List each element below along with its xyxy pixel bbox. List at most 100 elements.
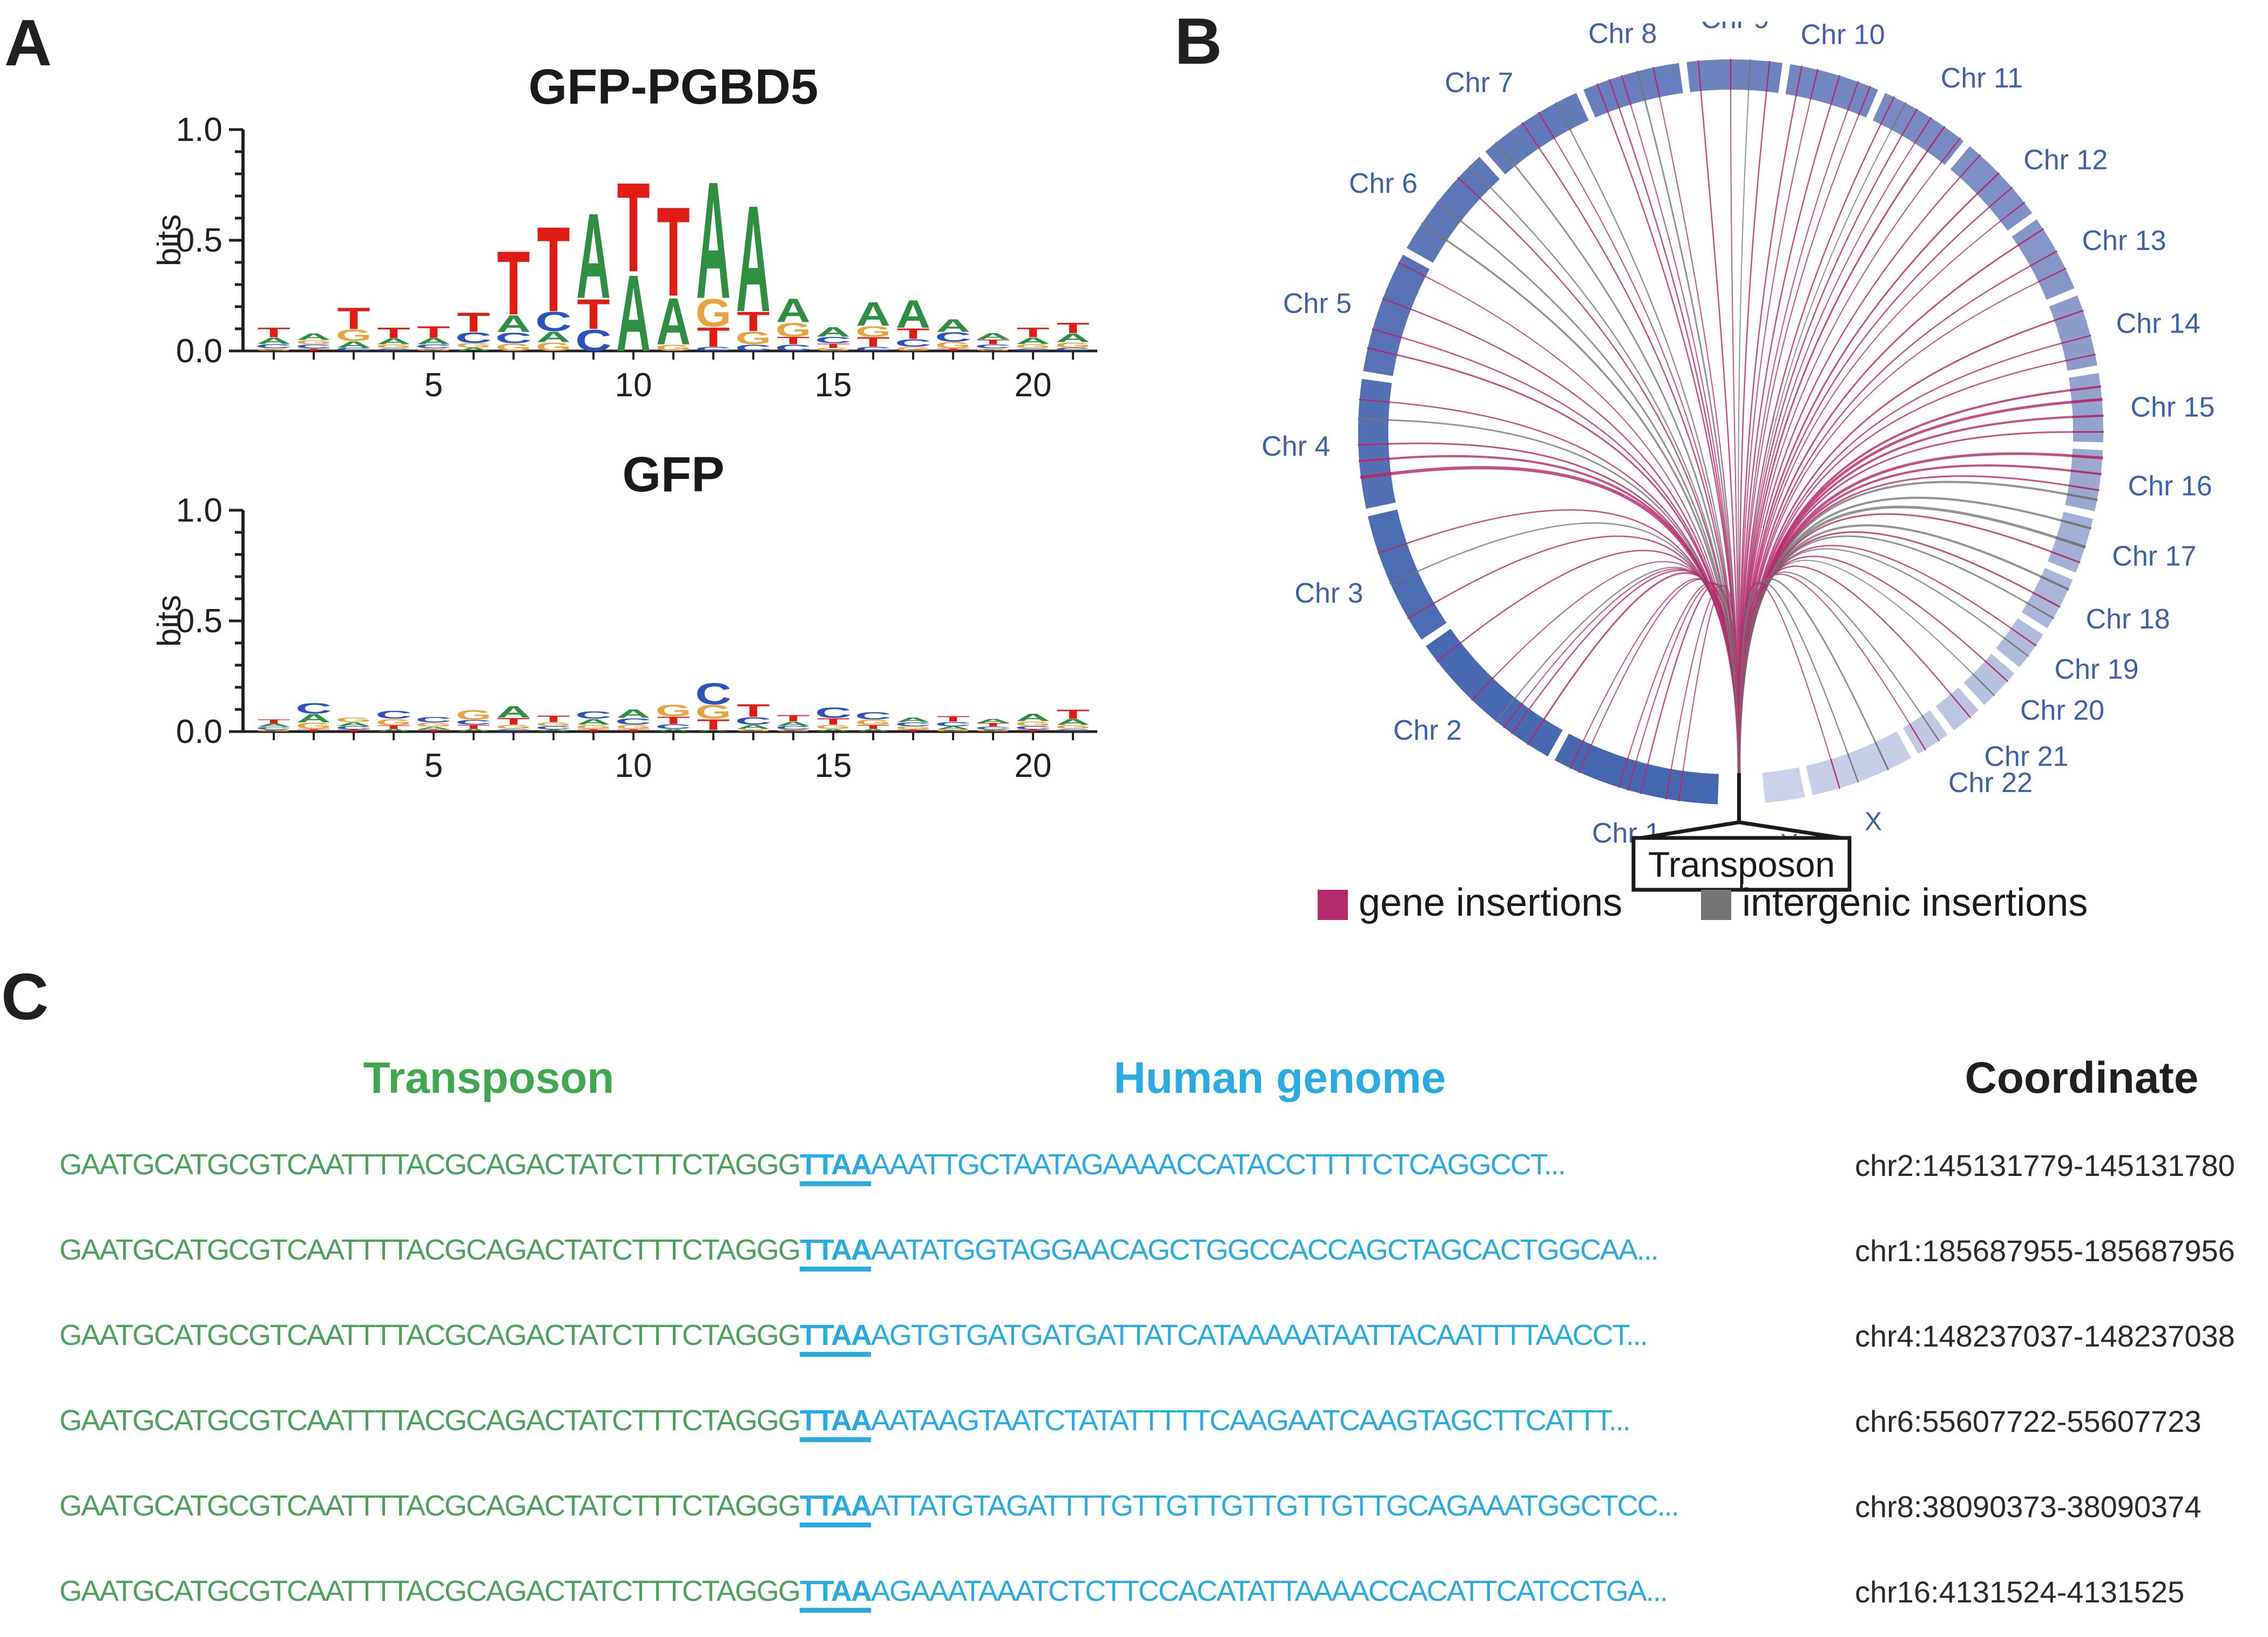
logo-title: GFP bbox=[622, 447, 724, 502]
logo-letter-T: T bbox=[457, 307, 490, 337]
y-tick-label: 1.0 bbox=[176, 111, 222, 148]
logo-letter-C: C bbox=[975, 726, 1011, 730]
logo-letter-G: G bbox=[456, 707, 491, 722]
chromosome-arc-chr12 bbox=[1950, 146, 2033, 231]
logo-letter-C: C bbox=[655, 723, 691, 730]
chromosome-label-chr16: Chr 16 bbox=[2128, 471, 2212, 502]
chromosome-arc-chr20 bbox=[1963, 653, 2015, 705]
transposon-sequence: GAATGCATGCGTCAATTTTACGCAGACTATCTTTCTAGGG bbox=[59, 1490, 801, 1522]
transposon-sequence: GAATGCATGCGTCAATTTTACGCAGACTATCTTTCTAGGG bbox=[59, 1234, 801, 1266]
insertion-tick bbox=[1830, 75, 1841, 106]
insertion-tick bbox=[1636, 70, 1646, 102]
insertion-tick bbox=[1926, 126, 1946, 153]
logo-letter-G: G bbox=[376, 717, 411, 727]
logo-letter-A: A bbox=[1056, 331, 1090, 344]
insertion-sequence: GAATGCATGCGTCAATTTTACGCAGACTATCTTTCTAGGG… bbox=[59, 1490, 1679, 1527]
insertion-tick bbox=[2054, 309, 2084, 322]
logo-letter-A: A bbox=[936, 725, 970, 730]
logo-letter-C: C bbox=[255, 726, 292, 730]
logo-letter-G: G bbox=[576, 723, 611, 730]
human-genome-sequence: AGTGTGATGATGATTATCATAAAAATAATTACAATTTTAA… bbox=[870, 1319, 1648, 1351]
insertion-tick bbox=[1921, 715, 1940, 742]
logo-letter-C: C bbox=[775, 725, 811, 730]
insertion-sequence: GAATGCATGCGTCAATTTTACGCAGACTATCTTTCTAGGG… bbox=[59, 1575, 1668, 1613]
logo-letter-T: T bbox=[537, 201, 570, 337]
logo-letter-T: T bbox=[856, 334, 889, 349]
insertion-tick bbox=[2017, 228, 2044, 247]
gene-insertions-swatch bbox=[1318, 890, 1348, 920]
insertion-tick bbox=[1468, 165, 1492, 189]
logo-letter-T: T bbox=[417, 322, 450, 341]
insertion-tick bbox=[1976, 172, 2000, 195]
insertion-tick bbox=[1360, 472, 1392, 479]
logo-letter-C: C bbox=[535, 725, 571, 730]
logo-letter-A: A bbox=[976, 718, 1010, 724]
logo-letter-T: T bbox=[377, 725, 410, 730]
logo-letter-G: G bbox=[536, 721, 571, 727]
logo-letter-T: T bbox=[697, 716, 730, 733]
chromosome-label-chr18: Chr 18 bbox=[2086, 604, 2170, 635]
logo-letter-C: C bbox=[415, 715, 451, 724]
chromosome-label-chr14: Chr 14 bbox=[2116, 308, 2200, 340]
logo-letter-A: A bbox=[696, 729, 731, 732]
insertion-tick bbox=[1372, 328, 1402, 339]
logo-letter-T: T bbox=[297, 728, 330, 733]
intergenic-insertion-ribbon bbox=[1569, 129, 1740, 773]
insertion-tick bbox=[1891, 102, 1907, 131]
transposon-sequence: GAATGCATGCGTCAATTTTACGCAGACTATCTTTCTAGGG bbox=[59, 1575, 801, 1607]
logo-letter-T: T bbox=[816, 342, 849, 349]
logo-letter-C: C bbox=[495, 329, 531, 346]
insertion-tick bbox=[1382, 297, 1412, 310]
logo-letter-A: A bbox=[1016, 712, 1050, 723]
logo-letter-G: G bbox=[696, 291, 731, 335]
insertion-tick bbox=[1627, 760, 1637, 791]
chromosome-arc-chr10 bbox=[1785, 64, 1878, 118]
logo-letter-A: A bbox=[1016, 336, 1050, 346]
insertion-tick bbox=[1389, 570, 1419, 585]
logo-letter-G: G bbox=[1055, 341, 1091, 349]
logo-letter-T: T bbox=[976, 339, 1009, 346]
genome-coordinate: chr6:55607722-55607723 bbox=[1855, 1404, 2202, 1438]
logo-title: GFP-PGBD5 bbox=[529, 59, 819, 114]
insertion-tick bbox=[2026, 602, 2055, 619]
logo-letter-C: C bbox=[575, 709, 611, 721]
logo-letter-G: G bbox=[336, 326, 372, 345]
gene-insertion-ribbon bbox=[1401, 336, 1740, 773]
insertion-tick bbox=[2050, 551, 2081, 564]
logo-letter-G: G bbox=[775, 319, 811, 341]
logo-letter-G: G bbox=[855, 718, 891, 727]
gene-insertion-ribbon bbox=[1396, 354, 1740, 773]
logo-letter-C: C bbox=[695, 346, 731, 353]
logo-letter-T: T bbox=[1016, 729, 1049, 732]
y-tick-label: 0.0 bbox=[176, 333, 222, 370]
logo-letter-A: A bbox=[416, 336, 451, 347]
genome-coordinate: chr2:145131779-145131780 bbox=[1855, 1148, 2235, 1182]
logo-letter-C: C bbox=[895, 721, 931, 727]
logo-letter-A: A bbox=[456, 728, 491, 733]
logo-letter-C: C bbox=[495, 728, 531, 733]
ttaa-target-site: TTAA bbox=[799, 1148, 872, 1186]
legend-label: intergenic insertions bbox=[1742, 881, 2088, 924]
chromosome-arc-chr22 bbox=[1902, 710, 1948, 754]
table-row: GAATGCATGCGTCAATTTTACGCAGACTATCTTTCTAGGG… bbox=[59, 1318, 2263, 1362]
logo-letter-G: G bbox=[536, 340, 571, 354]
gene-insertion-ribbon bbox=[1538, 147, 1740, 773]
logo-letter-A: A bbox=[896, 716, 930, 723]
column-header-transposon: Transposon bbox=[363, 1053, 615, 1102]
transposon-sequence: GAATGCATGCGTCAATTTTACGCAGACTATCTTTCTAGGG bbox=[59, 1148, 801, 1181]
logo-letter-A: A bbox=[856, 296, 890, 333]
chromosome-arc-chr1 bbox=[1554, 733, 1719, 804]
insertion-tick bbox=[1747, 59, 1751, 91]
x-tick-label: 10 bbox=[615, 747, 652, 784]
y-axis-title: bits bbox=[157, 595, 188, 647]
insertion-tick bbox=[2010, 627, 2037, 647]
chromosome-arc-x bbox=[1806, 731, 1912, 796]
logo-letter-C: C bbox=[375, 708, 411, 721]
logo-letter-G: G bbox=[616, 723, 651, 730]
chromosome-label-chr5: Chr 5 bbox=[1283, 288, 1352, 320]
chromosome-arc-chr11 bbox=[1872, 93, 1964, 165]
logo-letter-G: G bbox=[376, 343, 411, 349]
logo-letter-C: C bbox=[535, 306, 571, 337]
insertion-tick bbox=[2072, 414, 2104, 418]
logo-letter-T: T bbox=[577, 291, 610, 338]
